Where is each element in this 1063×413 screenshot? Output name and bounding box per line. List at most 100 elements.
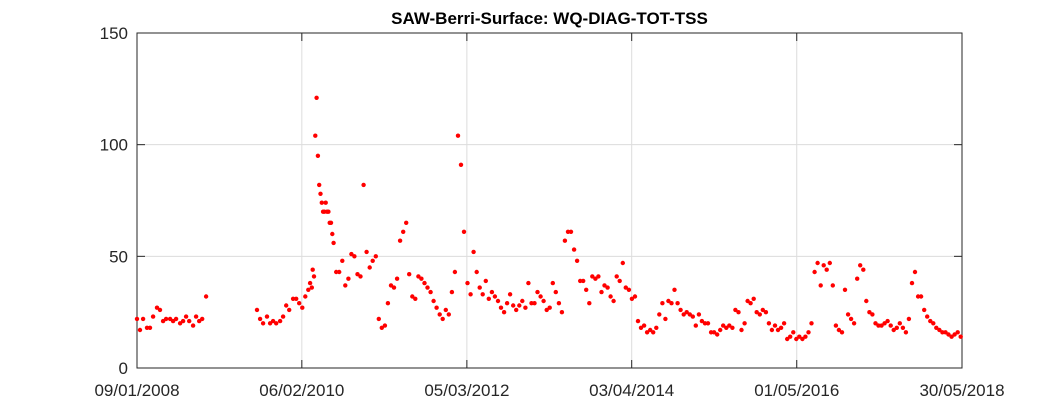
data-point	[934, 325, 939, 330]
data-point	[648, 327, 653, 333]
data-point	[489, 289, 495, 295]
data-point	[391, 285, 397, 290]
data-point	[443, 307, 448, 313]
data-point	[319, 200, 324, 205]
data-point	[501, 310, 507, 315]
data-point	[440, 316, 445, 322]
data-point	[891, 327, 896, 333]
data-point	[925, 314, 930, 319]
data-point	[458, 162, 464, 167]
data-point	[693, 323, 698, 328]
data-point	[254, 307, 260, 313]
data-point	[200, 316, 205, 322]
data-point	[323, 200, 328, 205]
data-point	[611, 298, 616, 304]
data-point	[873, 321, 878, 326]
data-point	[608, 294, 613, 299]
data-point	[428, 289, 433, 295]
x-tick-label: 03/04/2014	[589, 381, 674, 400]
data-point	[446, 312, 451, 317]
data-point	[775, 327, 781, 333]
data-point	[562, 238, 568, 243]
data-point	[343, 283, 348, 288]
data-point	[803, 334, 808, 339]
data-point	[638, 325, 644, 330]
data-point	[404, 220, 409, 225]
data-point	[845, 312, 851, 317]
data-point	[556, 301, 562, 306]
data-point	[300, 305, 305, 310]
data-point	[684, 310, 689, 315]
data-point	[535, 289, 540, 295]
data-point	[839, 330, 845, 335]
data-point	[187, 318, 192, 324]
data-point	[455, 133, 461, 138]
data-point	[568, 229, 574, 234]
data-point	[763, 310, 769, 315]
data-point	[617, 278, 622, 284]
data-point	[385, 301, 391, 306]
data-point	[452, 269, 458, 275]
data-point	[885, 318, 890, 324]
data-point	[851, 321, 857, 326]
data-point	[940, 330, 945, 335]
data-point	[180, 318, 186, 324]
data-point	[294, 296, 299, 301]
data-point	[654, 325, 659, 330]
data-point	[407, 272, 412, 277]
data-point	[781, 321, 787, 326]
data-point	[830, 283, 835, 288]
data-point	[461, 229, 467, 234]
y-tick-label: 50	[109, 247, 128, 266]
data-point	[785, 336, 790, 342]
data-point	[434, 305, 439, 310]
data-point	[331, 240, 336, 246]
data-point	[855, 276, 860, 281]
data-point	[809, 321, 814, 326]
data-point	[264, 314, 270, 319]
data-point	[821, 263, 826, 268]
y-tick-label: 150	[100, 24, 128, 43]
data-point	[309, 285, 314, 290]
data-point	[870, 312, 875, 317]
data-point	[931, 321, 936, 326]
data-point	[660, 301, 665, 306]
data-point	[918, 294, 924, 299]
data-point	[827, 260, 832, 266]
grid-lines	[137, 33, 962, 368]
data-point	[800, 336, 805, 342]
x-tick-label: 05/03/2012	[424, 381, 509, 400]
data-point	[422, 280, 427, 286]
data-point	[894, 325, 899, 330]
data-point	[364, 249, 369, 255]
data-point	[848, 316, 854, 322]
data-point	[952, 332, 957, 337]
data-point	[310, 267, 315, 272]
data-point	[596, 274, 601, 279]
data-point	[739, 327, 744, 333]
data-point	[137, 327, 143, 333]
data-point	[657, 312, 662, 317]
data-point	[532, 301, 537, 306]
data-point	[511, 303, 516, 308]
data-point	[909, 280, 915, 286]
data-point	[340, 258, 345, 263]
data-point	[644, 330, 650, 335]
data-point	[326, 209, 331, 214]
data-point	[290, 296, 296, 301]
data-point	[900, 325, 906, 330]
data-point	[526, 280, 531, 286]
data-point	[937, 327, 942, 333]
data-point	[507, 292, 513, 297]
data-point	[620, 260, 625, 266]
data-point	[864, 298, 869, 304]
axis-ticks: 09/01/2008 06/02/2010 05/03/2012 03/04/2014…	[94, 24, 1004, 400]
data-point	[410, 294, 415, 299]
data-point	[425, 285, 430, 290]
data-point	[471, 249, 476, 255]
data-point	[651, 330, 656, 335]
x-tick-label: 01/05/2016	[754, 381, 839, 400]
data-point	[751, 296, 756, 301]
data-point	[559, 310, 565, 315]
data-point	[190, 323, 196, 328]
